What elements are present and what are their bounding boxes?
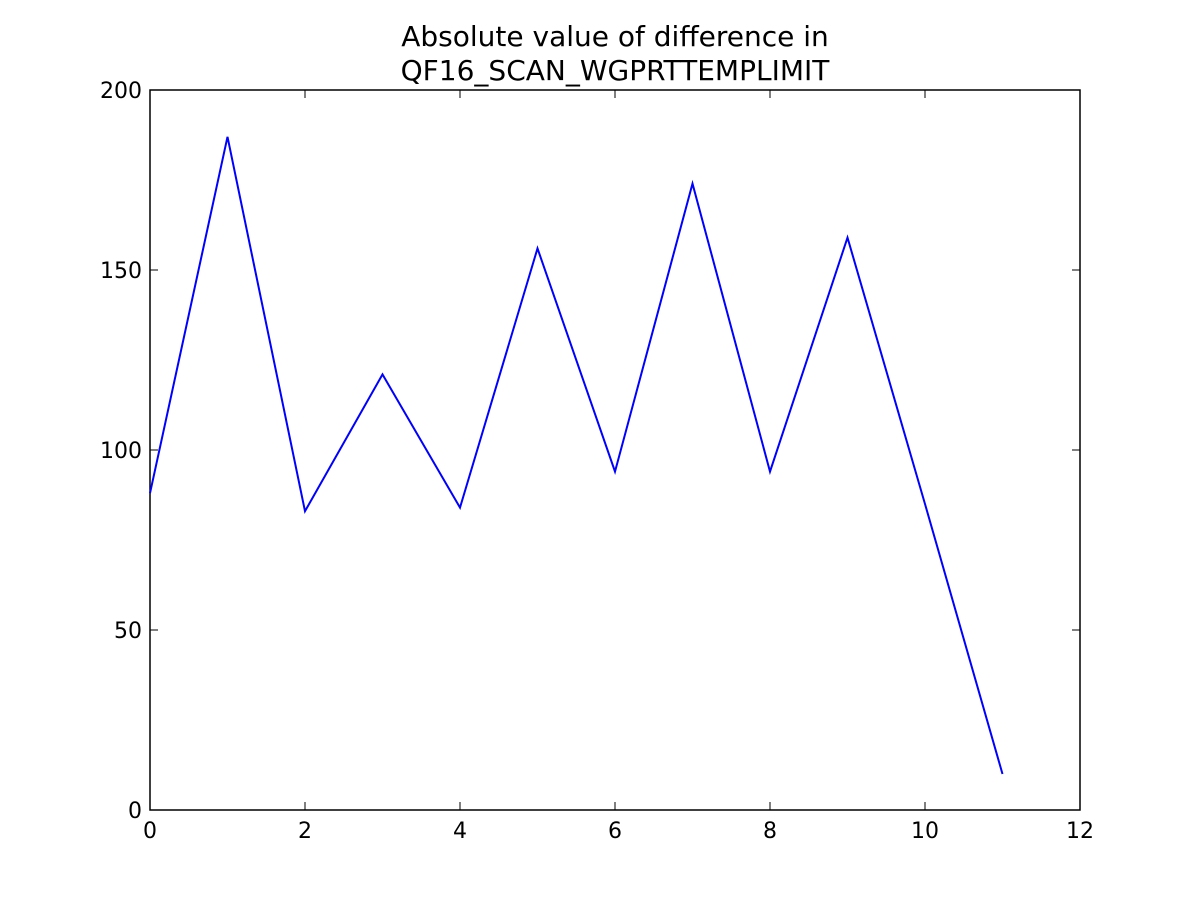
x-tick-label: 4 [453,819,467,844]
y-tick-label: 150 [100,259,142,284]
chart-title: Absolute value of difference in [401,20,829,53]
x-tick-label: 0 [143,819,157,844]
chart-title: QF16_SCAN_WGPRTTEMPLIMIT [401,54,831,87]
y-tick-label: 0 [128,799,142,824]
x-tick-label: 8 [763,819,777,844]
y-tick-label: 50 [114,619,142,644]
x-tick-label: 2 [298,819,312,844]
y-tick-label: 100 [100,439,142,464]
x-tick-label: 10 [911,819,939,844]
x-tick-label: 12 [1066,819,1094,844]
y-tick-label: 200 [100,79,142,104]
line [149,136,1004,775]
x-tick-label: 6 [608,819,622,844]
